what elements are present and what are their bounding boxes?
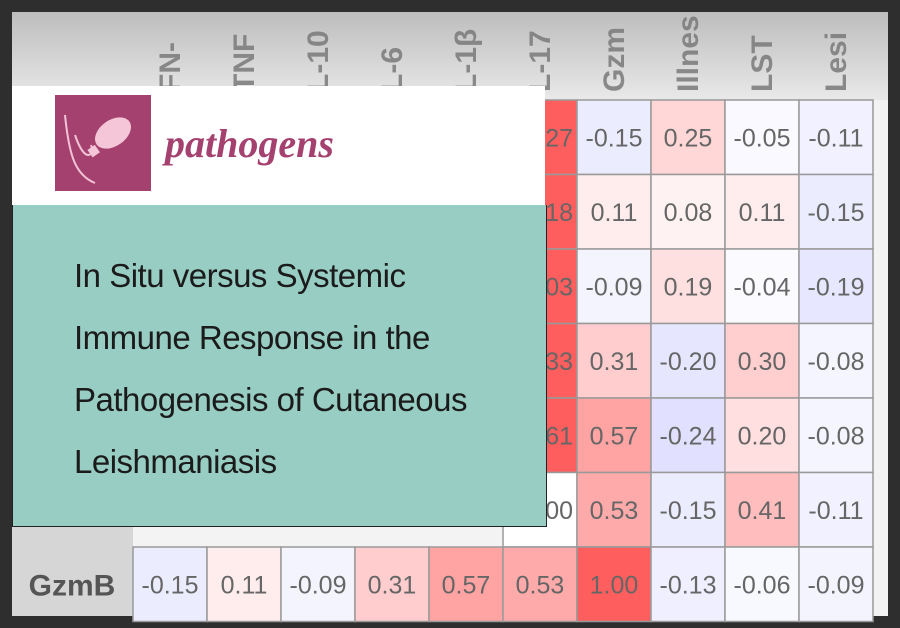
column-header: TNF: [228, 34, 261, 92]
title-line: Leishmaniasis: [74, 443, 277, 480]
heat-cell: [798, 546, 874, 623]
cell-value: 0.31: [590, 348, 639, 376]
cell-value: 0.11: [739, 199, 786, 227]
heat-cell: [280, 546, 356, 623]
cell-value: -0.09: [586, 273, 643, 301]
cell-value: 0.57: [590, 422, 639, 450]
column-header: Illnes: [672, 15, 705, 92]
cell-value: -0.20: [660, 348, 717, 376]
column-header: L-6: [376, 47, 409, 92]
cell-value: 0.20: [738, 422, 787, 450]
heat-cell: [650, 322, 726, 399]
title-line: Pathogenesis of Cutaneous: [74, 381, 467, 418]
journal-name: pathogens: [165, 121, 334, 166]
cell-value: 0.53: [516, 571, 565, 599]
cell-value: 18: [545, 199, 573, 227]
heat-cell: [798, 397, 874, 474]
cell-value: 27: [545, 124, 573, 152]
heat-cell: [724, 99, 800, 176]
column-header: FN-: [154, 42, 187, 92]
cell-value: -0.05: [734, 124, 791, 152]
cell-value: 00: [545, 497, 573, 525]
column-header: LST: [746, 35, 779, 92]
heat-cell: [724, 173, 800, 250]
column-header: L-10: [302, 30, 335, 92]
column-header: L-17: [524, 30, 557, 92]
cell-value: -0.11: [808, 497, 863, 525]
cell-value: -0.19: [808, 273, 865, 301]
cell-value: 0.31: [368, 571, 417, 599]
journal-banner: pathogens: [12, 86, 545, 205]
heat-cell: [576, 546, 652, 623]
cell-value: -0.15: [586, 124, 643, 152]
cell-value: -0.08: [808, 348, 865, 376]
cell-value: 1.00: [590, 571, 639, 599]
cell-value: -0.11: [808, 124, 863, 152]
cell-value: 0.11: [221, 571, 268, 599]
title-line: In Situ versus Systemic: [74, 257, 406, 294]
article-title: In Situ versus Systemic Immune Response i…: [74, 245, 467, 493]
heat-cell: [724, 322, 800, 399]
article-panel: In Situ versus Systemic Immune Response i…: [12, 205, 547, 527]
heat-cell: [798, 322, 874, 399]
title-line: Immune Response in the: [74, 319, 430, 356]
heat-cell: [650, 173, 726, 250]
heat-cell: [576, 471, 652, 548]
cell-value: -0.08: [808, 422, 865, 450]
cell-value: 0.41: [738, 497, 787, 525]
heat-cell: [502, 546, 578, 623]
cell-value: 0.57: [442, 571, 491, 599]
heat-cell: [576, 397, 652, 474]
cell-value: -0.09: [808, 571, 865, 599]
cell-value: -0.09: [290, 571, 347, 599]
cell-value: -0.24: [660, 422, 717, 450]
cell-value: -0.15: [808, 199, 865, 227]
cell-value: -0.04: [734, 273, 791, 301]
header-bg: [12, 12, 888, 100]
cell-value: 0.25: [664, 124, 713, 152]
cell-value: 61: [545, 422, 573, 450]
cell-value: -0.15: [660, 497, 717, 525]
heat-cell: [650, 99, 726, 176]
heat-cell: [428, 546, 504, 623]
cell-value: 03: [545, 273, 573, 301]
cell-value: 0.19: [664, 273, 713, 301]
heat-cell: [132, 546, 208, 623]
heat-cell: [576, 173, 652, 250]
column-header: L-1β: [450, 29, 483, 92]
logo-icon: [64, 114, 132, 184]
heat-cell: [650, 248, 726, 325]
journal-logo: [55, 95, 151, 191]
cell-value: 0.53: [590, 497, 639, 525]
cell-value: 0.30: [738, 348, 787, 376]
heat-cell: [650, 546, 726, 623]
heat-cell: [650, 471, 726, 548]
cell-value: -0.06: [734, 571, 791, 599]
cell-value: 0.08: [664, 199, 713, 227]
heat-cell: [724, 546, 800, 623]
column-header: Lesi: [820, 32, 853, 92]
cell-value: -0.15: [142, 571, 199, 599]
heat-cell: [724, 397, 800, 474]
column-header: Gzm: [598, 27, 631, 92]
row-label: GzmB: [29, 569, 116, 602]
heat-cell: [798, 173, 874, 250]
cell-value: -0.13: [660, 571, 717, 599]
cell-value: 0.11: [591, 199, 638, 227]
cell-value: 33: [545, 348, 573, 376]
